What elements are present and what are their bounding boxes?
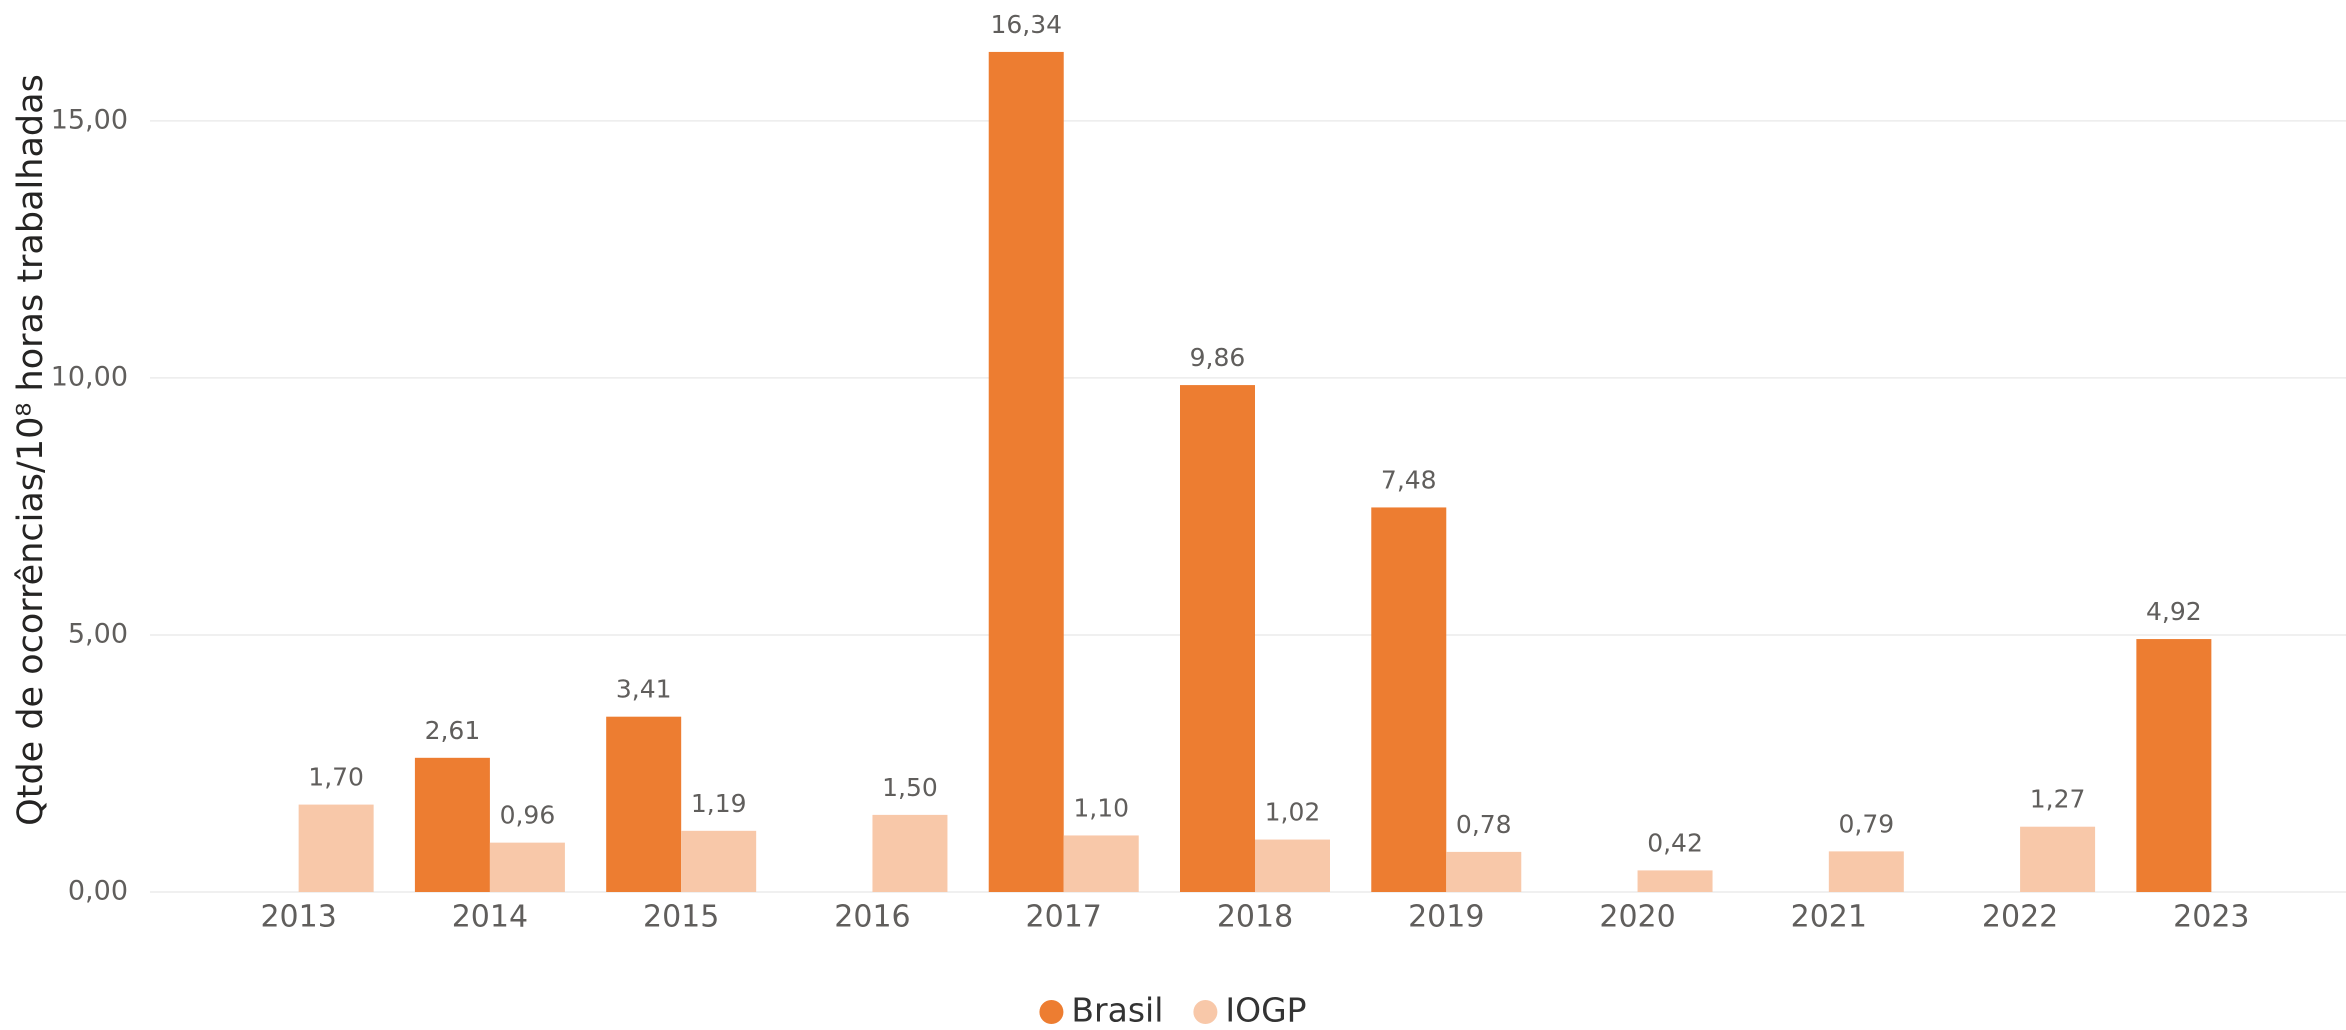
x-tick-label: 2015	[643, 900, 719, 935]
data-label: 4,92	[2146, 597, 2202, 626]
x-tick-label: 2019	[1408, 900, 1484, 935]
x-tick-label: 2014	[452, 900, 528, 935]
y-axis-title: Qtde de ocorrências/10⁸ horas trabalhada…	[11, 74, 51, 826]
data-label: 0,42	[1647, 828, 1703, 857]
data-label: 3,41	[616, 675, 672, 704]
legend-label: IOGP	[1225, 991, 1306, 1030]
data-label: 16,34	[990, 10, 1062, 39]
x-tick-label: 2021	[1791, 900, 1867, 935]
bar	[606, 716, 682, 892]
data-label: 1,10	[1073, 793, 1129, 822]
bar	[681, 830, 757, 892]
data-label: 9,86	[1190, 343, 1246, 372]
y-tick-label: 0,00	[68, 876, 128, 907]
data-label: 0,79	[1838, 809, 1894, 838]
bar	[489, 842, 565, 892]
y-tick-label: 15,00	[51, 104, 128, 135]
data-label: 0,96	[500, 801, 556, 830]
bar	[1255, 839, 1330, 892]
legend-label: Brasil	[1071, 991, 1163, 1030]
data-label: 1,70	[308, 763, 364, 792]
bar	[1371, 507, 1447, 892]
x-tick-label: 2016	[834, 900, 910, 935]
data-label: 1,50	[882, 773, 938, 802]
legend-marker	[1039, 1000, 1064, 1024]
bar	[414, 757, 490, 892]
bar	[1446, 851, 1522, 892]
x-tick-label: 2017	[1026, 900, 1102, 935]
bar	[298, 804, 374, 892]
x-tick-label: 2018	[1217, 900, 1293, 935]
bar	[1828, 851, 1904, 892]
x-tick-label: 2020	[1599, 900, 1675, 935]
bar	[988, 51, 1064, 893]
x-tick-label: 2013	[260, 900, 336, 935]
x-tick-label: 2022	[1982, 900, 2058, 935]
y-tick-label: 5,00	[68, 618, 128, 649]
y-tick-label: 10,00	[51, 361, 128, 392]
data-label: 0,78	[1456, 810, 1512, 839]
data-label: 1,02	[1265, 798, 1321, 827]
x-tick-label: 2023	[2173, 900, 2249, 935]
legend-marker	[1193, 1000, 1218, 1024]
bar	[1637, 870, 1713, 892]
data-label: 1,19	[691, 789, 747, 818]
data-label: 7,48	[1381, 465, 1437, 494]
bar	[2136, 639, 2212, 892]
data-label: 1,27	[2030, 785, 2086, 814]
bar	[1063, 835, 1139, 892]
bar	[872, 814, 948, 892]
bar	[1180, 385, 1255, 892]
bar	[2020, 826, 2096, 892]
data-label: 2,61	[425, 716, 481, 745]
